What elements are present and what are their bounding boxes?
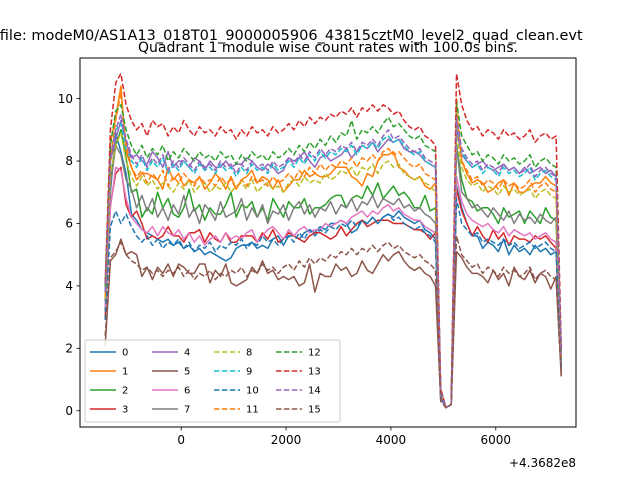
series-line-14 xyxy=(104,113,563,409)
y-tick-label: 8 xyxy=(65,154,73,168)
x-axis: 0 2000 4000 6000 xyxy=(177,427,511,447)
legend-label-11: 11 xyxy=(246,405,259,416)
plot-area xyxy=(79,57,577,428)
series-line-13 xyxy=(104,72,563,409)
figure-suptitle: n file: modeM0/AS1A13_018T01_9000005906_… xyxy=(0,28,583,44)
series-line-6 xyxy=(104,166,563,409)
x-tick-label: 6000 xyxy=(481,433,512,447)
legend-label-15: 15 xyxy=(308,405,321,416)
series-line-10 xyxy=(104,197,563,409)
x-tick-label: 4000 xyxy=(376,433,407,447)
series-line-0 xyxy=(104,132,563,409)
y-tick-label: 0 xyxy=(65,404,73,418)
series-line-5 xyxy=(104,238,563,409)
x-offset-text: +4.3682e8 xyxy=(509,456,576,470)
series-line-9 xyxy=(104,119,563,409)
y-tick-label: 2 xyxy=(65,342,73,356)
legend-label-6: 6 xyxy=(184,386,190,397)
y-tick-label: 6 xyxy=(65,217,73,231)
legend-label-2: 2 xyxy=(122,386,128,397)
legend-label-4: 4 xyxy=(184,348,190,359)
series-line-8 xyxy=(104,132,563,409)
legend-label-14: 14 xyxy=(308,386,321,397)
legend-label-5: 5 xyxy=(184,367,190,378)
y-tick-label: 10 xyxy=(58,92,73,106)
series-line-12 xyxy=(104,100,563,409)
legend-label-12: 12 xyxy=(308,348,321,359)
y-axis: 0 2 4 6 8 10 xyxy=(58,92,80,418)
y-tick-label: 4 xyxy=(65,279,73,293)
legend-label-13: 13 xyxy=(308,367,321,378)
legend-box xyxy=(84,339,341,423)
x-tick-label: 0 xyxy=(177,433,185,447)
series-line-3 xyxy=(104,166,563,409)
chart-title: Quadrant 1 module wise count rates with … xyxy=(138,40,518,56)
legend-label-10: 10 xyxy=(246,386,259,397)
plot-frame xyxy=(79,57,577,428)
series-line-2 xyxy=(104,129,563,409)
legend-label-9: 9 xyxy=(246,367,252,378)
series-line-7 xyxy=(104,144,563,409)
legend-label-3: 3 xyxy=(122,405,128,416)
series-line-1 xyxy=(104,85,563,409)
series-line-11 xyxy=(104,91,563,409)
legend-label-0: 0 xyxy=(122,348,128,359)
legend-label-8: 8 xyxy=(246,348,252,359)
series-layer xyxy=(104,72,563,409)
series-line-4 xyxy=(104,119,563,409)
legend-label-7: 7 xyxy=(184,405,190,416)
legend-label-1: 1 xyxy=(122,367,128,378)
x-tick-label: 2000 xyxy=(271,433,302,447)
